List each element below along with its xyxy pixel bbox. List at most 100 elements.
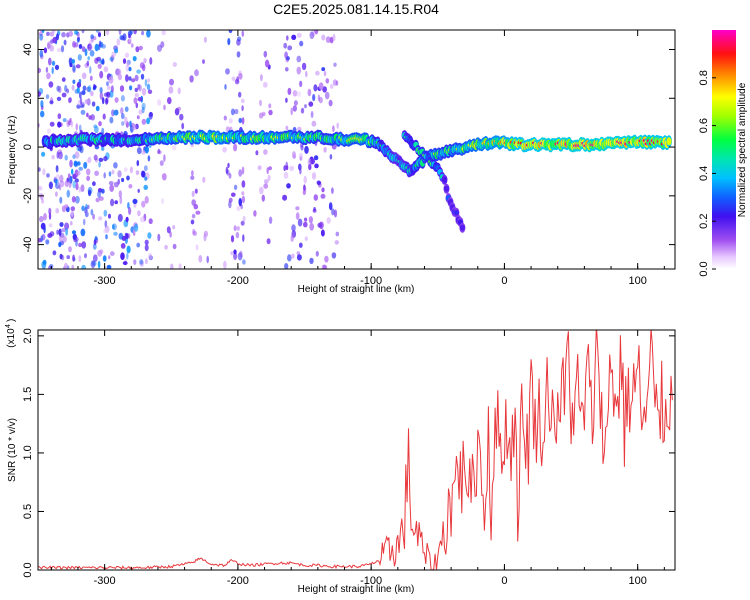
noise-speckle (101, 146, 105, 152)
noise-speckle (285, 125, 289, 131)
noise-speckle (314, 30, 319, 35)
noise-speckle (121, 177, 125, 183)
noise-speckle (170, 263, 174, 269)
noise-speckle (304, 217, 308, 222)
noise-speckle (75, 182, 79, 191)
noise-speckle (94, 43, 100, 52)
noise-speckle (113, 231, 118, 236)
noise-speckle (79, 97, 83, 105)
noise-speckle (263, 149, 268, 155)
noise-speckle (39, 215, 44, 223)
ridge-cell (666, 137, 672, 146)
noise-speckle (316, 180, 321, 186)
noise-speckle (261, 194, 265, 202)
noise-speckle (81, 30, 85, 34)
noise-speckle (331, 252, 337, 259)
noise-speckle (109, 57, 114, 62)
noise-speckle (86, 112, 89, 118)
noise-speckle (95, 197, 100, 203)
spectrogram-y-tick-label: 20 (22, 92, 34, 104)
noise-speckle (38, 91, 41, 97)
spectrogram-x-label: Height of straight line (km) (298, 284, 415, 295)
snr-multiplier-exponent: 4 (5, 324, 12, 328)
noise-speckle (143, 184, 148, 190)
noise-speckle (317, 222, 323, 228)
noise-speckle (141, 106, 145, 114)
noise-speckle (64, 180, 69, 188)
noise-speckle (203, 230, 209, 237)
noise-speckle (97, 32, 102, 38)
snr-x-tick-label: 100 (629, 575, 647, 587)
noise-speckle (84, 253, 87, 259)
noise-speckle (46, 31, 50, 36)
noise-speckle (238, 72, 243, 80)
noise-speckle (77, 32, 80, 38)
noise-speckle (71, 84, 75, 91)
noise-speckle (43, 213, 47, 221)
noise-speckle (303, 184, 306, 191)
noise-speckle (141, 87, 147, 96)
noise-speckle (300, 107, 305, 114)
noise-speckle (179, 113, 184, 121)
noise-speckle (172, 225, 176, 230)
noise-speckle (131, 43, 134, 48)
noise-speckle (122, 261, 128, 266)
noise-speckle (108, 213, 111, 219)
noise-speckle (55, 191, 58, 197)
noise-speckle (51, 60, 56, 66)
noise-speckle (230, 251, 233, 256)
noise-speckle (58, 241, 62, 248)
noise-speckle (268, 109, 273, 116)
noise-speckle (177, 106, 181, 111)
noise-speckle (61, 32, 66, 38)
noise-speckle (137, 97, 143, 102)
noise-speckle (147, 155, 151, 162)
noise-speckle (258, 186, 264, 195)
noise-speckle (136, 242, 141, 248)
noise-speckle (259, 99, 262, 107)
noise-speckle (109, 116, 114, 124)
noise-speckle (258, 112, 264, 119)
noise-speckle (49, 121, 55, 127)
noise-speckle (90, 114, 95, 121)
noise-speckle (93, 83, 96, 90)
noise-speckle (59, 253, 63, 260)
noise-speckle (101, 44, 106, 49)
noise-speckle (332, 125, 335, 133)
noise-speckle (236, 39, 241, 46)
noise-speckle (287, 254, 292, 262)
noise-speckle (161, 198, 165, 204)
noise-speckle (72, 79, 76, 85)
noise-speckle (320, 193, 326, 199)
noise-speckle (72, 64, 76, 72)
noise-speckle (114, 97, 119, 103)
noise-speckle (321, 34, 326, 41)
noise-speckle (192, 231, 198, 236)
noise-speckle (296, 66, 302, 75)
noise-speckle (292, 90, 298, 97)
snr-multiplier-close: ) (6, 319, 17, 322)
noise-speckle (71, 168, 74, 175)
noise-speckle (329, 154, 333, 160)
noise-speckle (103, 66, 109, 73)
noise-speckle (101, 97, 105, 105)
noise-speckle (260, 74, 263, 82)
noise-speckle (126, 252, 129, 260)
noise-speckle (78, 242, 82, 248)
noise-speckle (119, 85, 125, 92)
colorbar-tick-label: 0.2 (698, 214, 710, 229)
noise-speckle (58, 235, 63, 242)
noise-speckle (128, 206, 132, 215)
noise-speckle (141, 64, 146, 72)
noise-speckle (70, 221, 73, 226)
noise-speckle (296, 91, 302, 97)
noise-speckle (78, 146, 82, 152)
noise-speckle (101, 188, 105, 194)
noise-speckle (291, 34, 297, 40)
noise-speckle (84, 206, 88, 215)
noise-speckle (87, 56, 90, 61)
noise-speckle (241, 30, 245, 37)
noise-speckle (81, 90, 86, 96)
noise-speckle (59, 222, 64, 227)
noise-speckle (189, 75, 194, 83)
